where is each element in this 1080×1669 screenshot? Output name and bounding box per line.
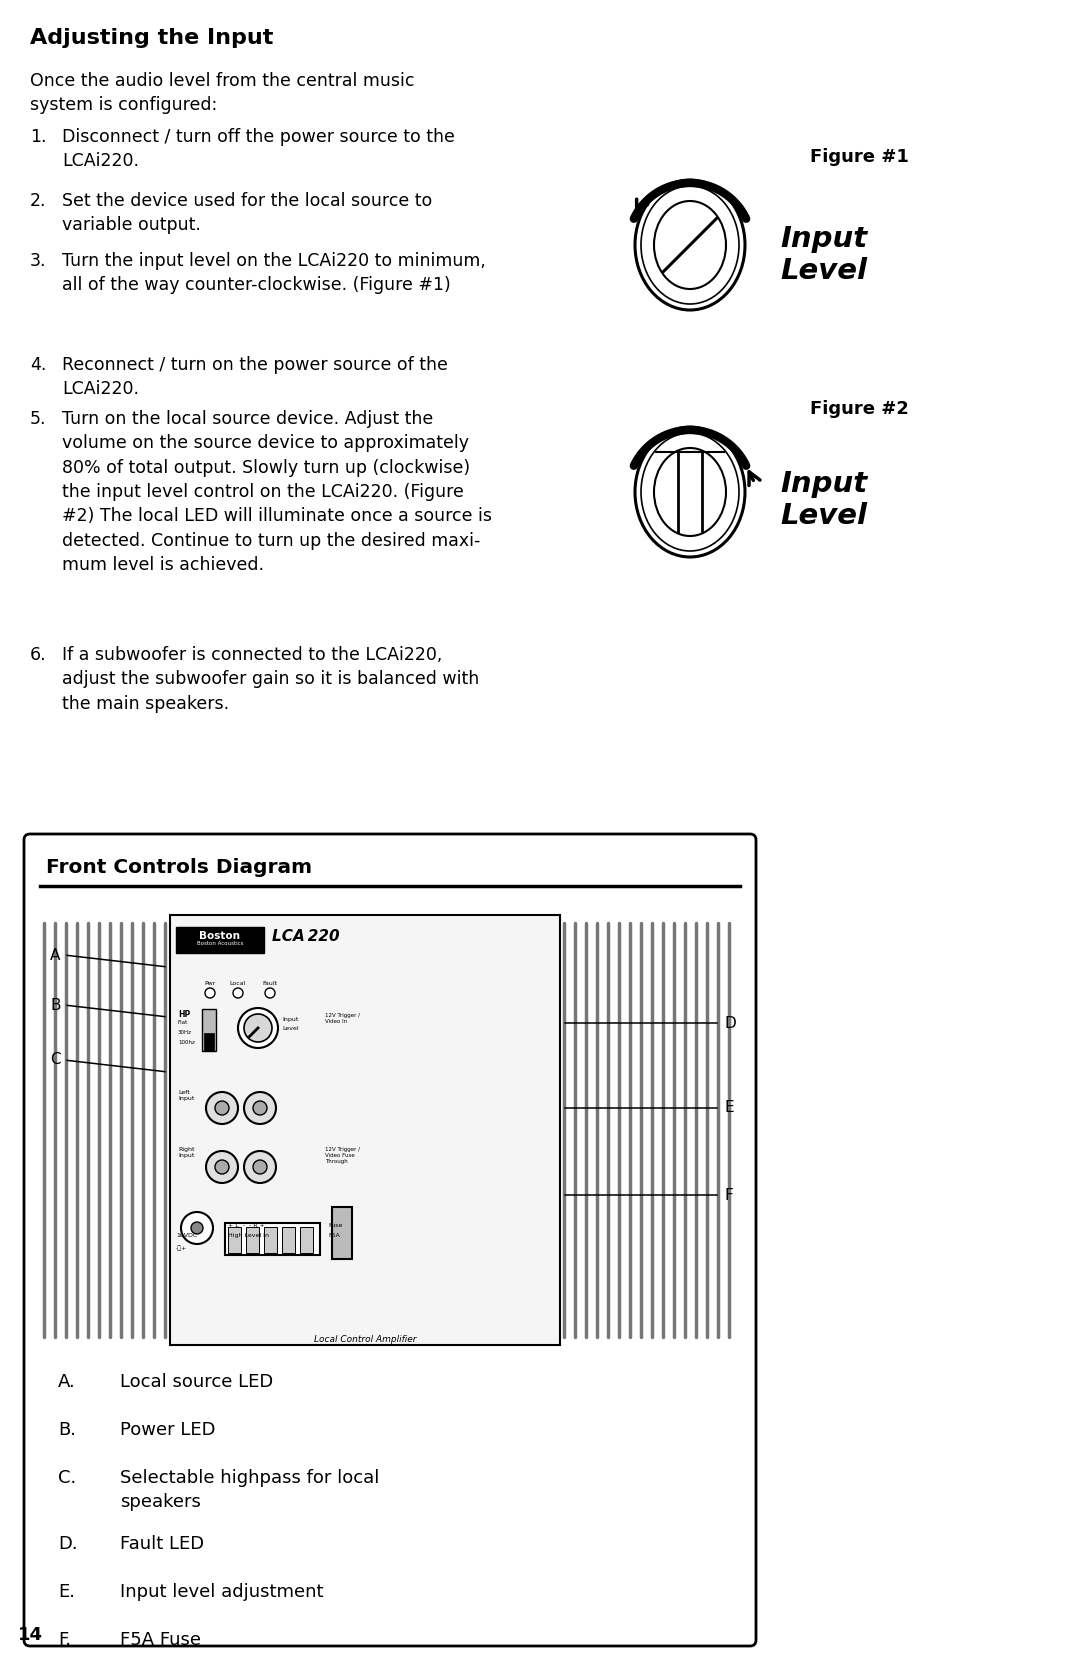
Text: A.: A. [58,1374,76,1390]
Bar [332,1207,352,1258]
Circle shape [265,988,275,998]
Text: 14: 14 [18,1626,43,1644]
Bar [176,926,264,953]
Circle shape [238,1008,278,1048]
Bar [282,1227,295,1253]
Ellipse shape [642,185,739,304]
Circle shape [244,1092,276,1123]
Text: D.: D. [58,1535,78,1552]
Ellipse shape [642,432,739,551]
Ellipse shape [635,180,745,310]
Text: High Level In: High Level In [228,1233,269,1238]
Text: Once the audio level from the central music
system is configured:: Once the audio level from the central mu… [30,72,415,113]
Text: Level: Level [282,1026,299,1031]
Text: Figure #1: Figure #1 [810,149,909,165]
Text: Left
Input: Left Input [178,1090,194,1102]
Circle shape [253,1102,267,1115]
Text: C.: C. [58,1469,77,1487]
Text: F5A: F5A [328,1233,340,1238]
Text: Fuse: Fuse [328,1223,342,1228]
Bar [202,1010,216,1051]
Text: 3.: 3. [30,252,46,270]
Text: A: A [50,948,60,963]
Text: Turn on the local source device. Adjust the
volume on the source device to appro: Turn on the local source device. Adjust … [62,411,492,574]
Text: -ⓖ+: -ⓖ+ [176,1245,187,1250]
Text: 2.: 2. [30,192,46,210]
Text: Pwr: Pwr [204,981,216,986]
FancyBboxPatch shape [24,834,756,1646]
Text: D: D [725,1015,737,1030]
Bar [204,1033,214,1051]
Text: LCA 220: LCA 220 [272,930,339,945]
Text: Input
Level: Input Level [780,471,867,531]
Text: 4.: 4. [30,355,46,374]
Text: B.: B. [58,1420,76,1439]
Text: 12V Trigger /
Video In: 12V Trigger / Video In [325,1013,360,1025]
Ellipse shape [654,200,726,289]
Text: Fault LED: Fault LED [120,1535,204,1552]
Text: 5.: 5. [30,411,46,427]
Text: Reconnect / turn on the power source of the
LCAi220.: Reconnect / turn on the power source of … [62,355,448,399]
Text: Turn the input level on the LCAi220 to minimum,
all of the way counter-clockwise: Turn the input level on the LCAi220 to m… [62,252,486,294]
Ellipse shape [635,427,745,557]
Circle shape [244,1015,272,1041]
Circle shape [181,1212,213,1243]
Circle shape [244,1152,276,1183]
Circle shape [215,1160,229,1173]
Text: Power LED: Power LED [120,1420,216,1439]
Bar [170,915,561,1345]
Text: Adjusting the Input: Adjusting the Input [30,28,273,48]
Bar [228,1227,241,1253]
Circle shape [206,1152,238,1183]
Text: F: F [725,1188,733,1202]
Text: 30Hz: 30Hz [178,1030,192,1035]
Text: 100hz: 100hz [178,1040,194,1045]
Bar [300,1227,313,1253]
Text: B: B [50,998,60,1013]
Text: Right
Input: Right Input [178,1147,194,1158]
Circle shape [205,988,215,998]
Text: Local Control Amplifier: Local Control Amplifier [314,1335,416,1344]
Text: Selectable highpass for local
speakers: Selectable highpass for local speakers [120,1469,379,1512]
Ellipse shape [654,447,726,536]
Text: Local source LED: Local source LED [120,1374,273,1390]
Text: + L  -  - R +: + L - - R + [228,1223,265,1228]
Circle shape [206,1092,238,1123]
Bar [264,1227,276,1253]
Text: Fault: Fault [262,981,278,986]
Text: Local: Local [230,981,246,986]
Circle shape [233,988,243,998]
Text: 6.: 6. [30,646,46,664]
Text: Boston: Boston [200,931,241,941]
Text: If a subwoofer is connected to the LCAi220,
adjust the subwoofer gain so it is b: If a subwoofer is connected to the LCAi2… [62,646,480,713]
Text: Input: Input [282,1016,298,1021]
Text: 16VDC: 16VDC [176,1233,198,1238]
Circle shape [253,1160,267,1173]
Text: 12V Trigger /
Video Fuse
Through: 12V Trigger / Video Fuse Through [325,1147,360,1165]
Circle shape [215,1102,229,1115]
Text: E.: E. [58,1582,75,1601]
Text: F.: F. [58,1631,71,1649]
Text: Boston Acoustics: Boston Acoustics [197,941,243,946]
Circle shape [191,1222,203,1233]
Text: Flat: Flat [178,1020,188,1025]
Text: Disconnect / turn off the power source to the
LCAi220.: Disconnect / turn off the power source t… [62,129,455,170]
Text: Input
Level: Input Level [780,225,867,285]
Bar [225,1223,320,1255]
Bar [246,1227,259,1253]
Text: 1.: 1. [30,129,46,145]
Text: HP: HP [178,1010,190,1020]
Text: E: E [725,1100,734,1115]
Text: Figure #2: Figure #2 [810,401,909,417]
Text: F5A Fuse: F5A Fuse [120,1631,201,1649]
Text: C: C [50,1053,60,1068]
Text: Input level adjustment: Input level adjustment [120,1582,324,1601]
Text: Front Controls Diagram: Front Controls Diagram [46,858,312,876]
Text: Set the device used for the local source to
variable output.: Set the device used for the local source… [62,192,432,234]
